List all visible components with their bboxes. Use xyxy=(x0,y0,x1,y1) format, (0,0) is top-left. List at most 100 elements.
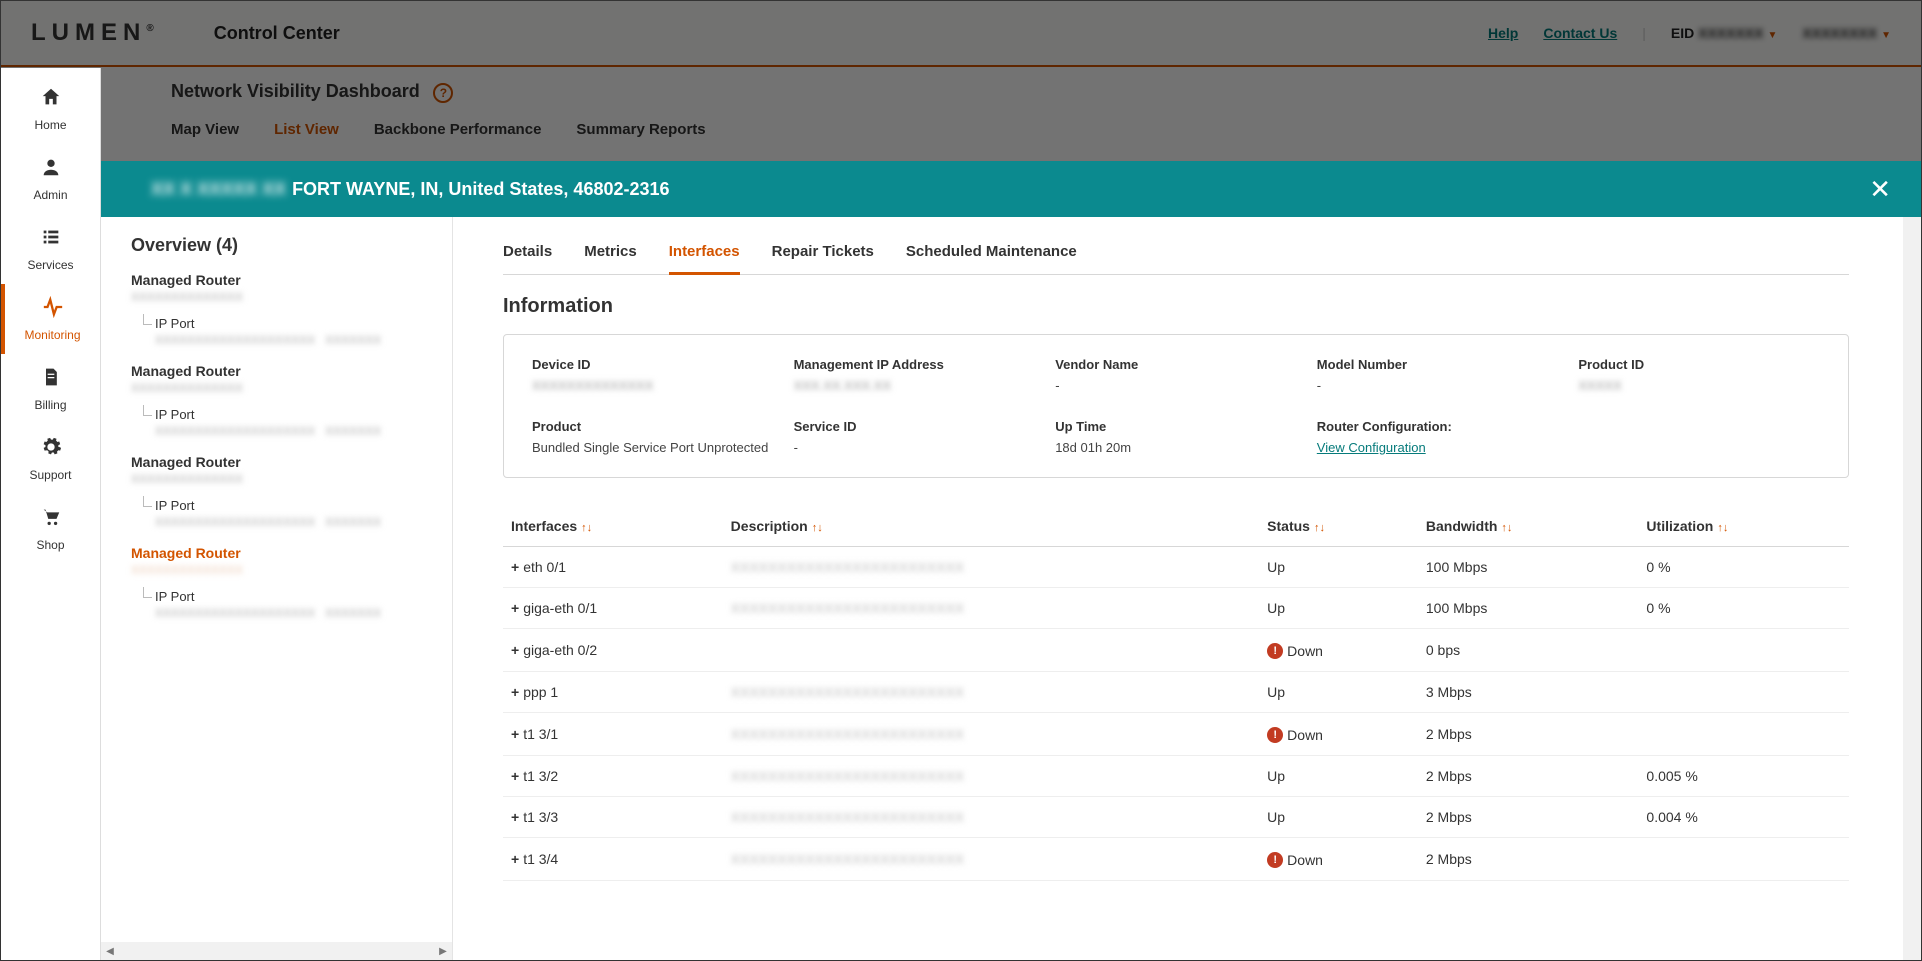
info-mgmt-ip: Management IP Address XXX.XX.XXX.XX xyxy=(794,357,1036,393)
col-interfaces[interactable]: Interfaces↑↓ xyxy=(503,506,723,547)
user-menu[interactable]: XXXXXXXX▼ xyxy=(1802,25,1891,41)
inner-tabs: Details Metrics Interfaces Repair Ticket… xyxy=(503,237,1849,275)
tab-interfaces[interactable]: Interfaces xyxy=(669,237,740,275)
gear-icon xyxy=(1,436,100,464)
expand-icon[interactable]: + xyxy=(511,768,519,784)
tab-list-view[interactable]: List View xyxy=(274,121,339,138)
desc-cell: XXXXXXXXXXXXXXXXXXXXXXXXX xyxy=(723,713,1260,756)
tab-repair-tickets[interactable]: Repair Tickets xyxy=(772,237,874,274)
expand-icon[interactable]: + xyxy=(511,684,519,700)
logo: LUMEN® xyxy=(31,19,154,47)
col-bandwidth[interactable]: Bandwidth↑↓ xyxy=(1418,506,1639,547)
expand-icon[interactable]: + xyxy=(511,851,519,867)
desc-cell: XXXXXXXXXXXXXXXXXXXXXXXXX xyxy=(723,588,1260,629)
rail-shop[interactable]: Shop xyxy=(1,494,100,564)
bw-cell: 100 Mbps xyxy=(1418,547,1639,588)
iface-cell[interactable]: +eth 0/1 xyxy=(503,547,723,588)
sort-icon: ↑↓ xyxy=(581,522,592,534)
location-text: FORT WAYNE, IN, United States, 46802-231… xyxy=(292,179,669,200)
table-row: +t1 3/1XXXXXXXXXXXXXXXXXXXXXXXXX!Down2 M… xyxy=(503,713,1849,756)
iface-cell[interactable]: +ppp 1 xyxy=(503,672,723,713)
bw-cell: 2 Mbps xyxy=(1418,797,1639,838)
overview-port-3[interactable]: IP PortXXXXXXXXXXXXXXXXXXXX XXXXXXX xyxy=(155,589,422,620)
overview-title: Overview (4) xyxy=(131,235,422,256)
col-status[interactable]: Status↑↓ xyxy=(1259,506,1418,547)
help-link[interactable]: Help xyxy=(1488,25,1518,41)
iface-cell[interactable]: +giga-eth 0/1 xyxy=(503,588,723,629)
tab-maintenance[interactable]: Scheduled Maintenance xyxy=(906,237,1077,274)
info-title: Information xyxy=(503,295,1849,318)
info-product: Product Bundled Single Service Port Unpr… xyxy=(532,419,774,455)
util-cell xyxy=(1638,713,1849,756)
eid-menu[interactable]: EID XXXXXXX▼ xyxy=(1671,25,1778,41)
col-utilization[interactable]: Utilization↑↓ xyxy=(1638,506,1849,547)
expand-icon[interactable]: + xyxy=(511,559,519,575)
expand-icon[interactable]: + xyxy=(511,600,519,616)
close-icon[interactable]: ✕ xyxy=(1869,174,1891,205)
tab-map-view[interactable]: Map View xyxy=(171,121,239,138)
expand-icon[interactable]: + xyxy=(511,642,519,658)
alert-icon: ! xyxy=(1267,727,1283,743)
document-icon xyxy=(1,366,100,394)
rail-admin[interactable]: Admin xyxy=(1,144,100,214)
tab-metrics[interactable]: Metrics xyxy=(584,237,637,274)
desc-cell: XXXXXXXXXXXXXXXXXXXXXXXXX xyxy=(723,756,1260,797)
sort-icon: ↑↓ xyxy=(812,522,823,534)
table-row: +t1 3/4XXXXXXXXXXXXXXXXXXXXXXXXX!Down2 M… xyxy=(503,838,1849,881)
iface-cell[interactable]: +t1 3/4 xyxy=(503,838,723,881)
scroll-left-icon[interactable]: ◀ xyxy=(101,946,119,957)
table-row: +giga-eth 0/2!Down0 bps xyxy=(503,629,1849,672)
status-cell: Up xyxy=(1259,797,1418,838)
iface-cell[interactable]: +t1 3/3 xyxy=(503,797,723,838)
sort-icon: ↑↓ xyxy=(1717,522,1728,534)
expand-icon[interactable]: + xyxy=(511,809,519,825)
info-box: Device ID XXXXXXXXXXXXXX Management IP A… xyxy=(503,334,1849,478)
overview-router-1[interactable]: Managed RouterXXXXXXXXXXXXXX xyxy=(131,363,422,395)
rail-billing[interactable]: Billing xyxy=(1,354,100,424)
iface-cell[interactable]: +t1 3/1 xyxy=(503,713,723,756)
iface-cell[interactable]: +giga-eth 0/2 xyxy=(503,629,723,672)
dashboard-title: Network Visibility Dashboard xyxy=(171,81,420,102)
content-scrollbar[interactable] xyxy=(1903,217,1921,960)
left-rail: Home Admin Services Monitoring Billing S… xyxy=(1,68,101,960)
bw-cell: 100 Mbps xyxy=(1418,588,1639,629)
overview-port-1[interactable]: IP PortXXXXXXXXXXXXXXXXXXXX XXXXXXX xyxy=(155,407,422,438)
scroll-right-icon[interactable]: ▶ xyxy=(434,946,452,957)
iface-cell[interactable]: +t1 3/2 xyxy=(503,756,723,797)
util-cell: 0 % xyxy=(1638,547,1849,588)
info-uptime: Up Time 18d 01h 20m xyxy=(1055,419,1297,455)
expand-icon[interactable]: + xyxy=(511,726,519,742)
pulse-icon xyxy=(5,296,100,324)
view-configuration-link[interactable]: View Configuration xyxy=(1317,440,1426,455)
user-icon xyxy=(1,156,100,184)
overview-router-3[interactable]: Managed RouterXXXXXXXXXXXXXX xyxy=(101,545,422,577)
tab-backbone[interactable]: Backbone Performance xyxy=(374,121,542,138)
info-service-id: Service ID - xyxy=(794,419,1036,455)
table-row: +giga-eth 0/1XXXXXXXXXXXXXXXXXXXXXXXXXUp… xyxy=(503,588,1849,629)
overview-scrollbar[interactable]: ◀ ▶ xyxy=(101,942,452,960)
rail-support[interactable]: Support xyxy=(1,424,100,494)
tab-summary[interactable]: Summary Reports xyxy=(576,121,705,138)
util-cell xyxy=(1638,629,1849,672)
status-cell: Up xyxy=(1259,672,1418,713)
col-description[interactable]: Description↑↓ xyxy=(723,506,1260,547)
overview-router-2[interactable]: Managed RouterXXXXXXXXXXXXXX xyxy=(131,454,422,486)
list-icon xyxy=(1,226,100,254)
contact-link[interactable]: Contact Us xyxy=(1543,25,1617,41)
bw-cell: 3 Mbps xyxy=(1418,672,1639,713)
overview-router-0[interactable]: Managed RouterXXXXXXXXXXXXXX xyxy=(131,272,422,304)
overview-port-2[interactable]: IP PortXXXXXXXXXXXXXXXXXXXX XXXXXXX xyxy=(155,498,422,529)
overview-port-0[interactable]: IP PortXXXXXXXXXXXXXXXXXXXX XXXXXXX xyxy=(155,316,422,347)
desc-cell: XXXXXXXXXXXXXXXXXXXXXXXXX xyxy=(723,547,1260,588)
rail-home[interactable]: Home xyxy=(1,74,100,144)
info-product-id: Product ID XXXXX xyxy=(1578,357,1820,393)
modal-header: XX X XXXXX XX FORT WAYNE, IN, United Sta… xyxy=(101,161,1921,217)
tab-details[interactable]: Details xyxy=(503,237,552,274)
rail-services[interactable]: Services xyxy=(1,214,100,284)
interfaces-table: Interfaces↑↓ Description↑↓ Status↑↓ Band… xyxy=(503,506,1849,881)
bw-cell: 2 Mbps xyxy=(1418,756,1639,797)
home-icon xyxy=(1,86,100,114)
control-center-title: Control Center xyxy=(214,23,340,44)
rail-monitoring[interactable]: Monitoring xyxy=(1,284,100,354)
help-icon[interactable]: ? xyxy=(433,83,453,103)
